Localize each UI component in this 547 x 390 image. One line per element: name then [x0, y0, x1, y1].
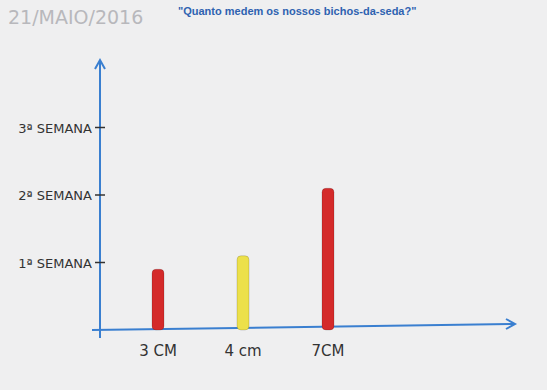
- x-tick-label: 7CM: [312, 342, 345, 360]
- chart: 21/MAIO/2016 "Quanto medem os nossos bich…: [0, 0, 547, 390]
- x-tick-label: 4 cm: [224, 342, 261, 360]
- bar: [152, 269, 164, 330]
- y-tick-label: 2ª SEMANA: [18, 188, 92, 203]
- subtitle: 21/MAIO/2016: [8, 6, 143, 28]
- y-axis: [99, 60, 101, 338]
- bar: [237, 256, 249, 330]
- title: "Quanto medem os nossos bichos-da-seda?": [178, 5, 416, 17]
- y-tick-label: 3ª SEMANA: [18, 121, 92, 136]
- background: [0, 0, 547, 390]
- y-tick-label: 1ª SEMANA: [18, 256, 92, 271]
- y-axis-arrow: [95, 60, 105, 69]
- bar: [322, 188, 334, 330]
- y-tick: [95, 262, 105, 264]
- y-tick: [95, 127, 105, 129]
- y-tick: [95, 194, 105, 196]
- x-tick-label: 3 CM: [139, 342, 177, 360]
- x-axis-arrow: [506, 319, 515, 329]
